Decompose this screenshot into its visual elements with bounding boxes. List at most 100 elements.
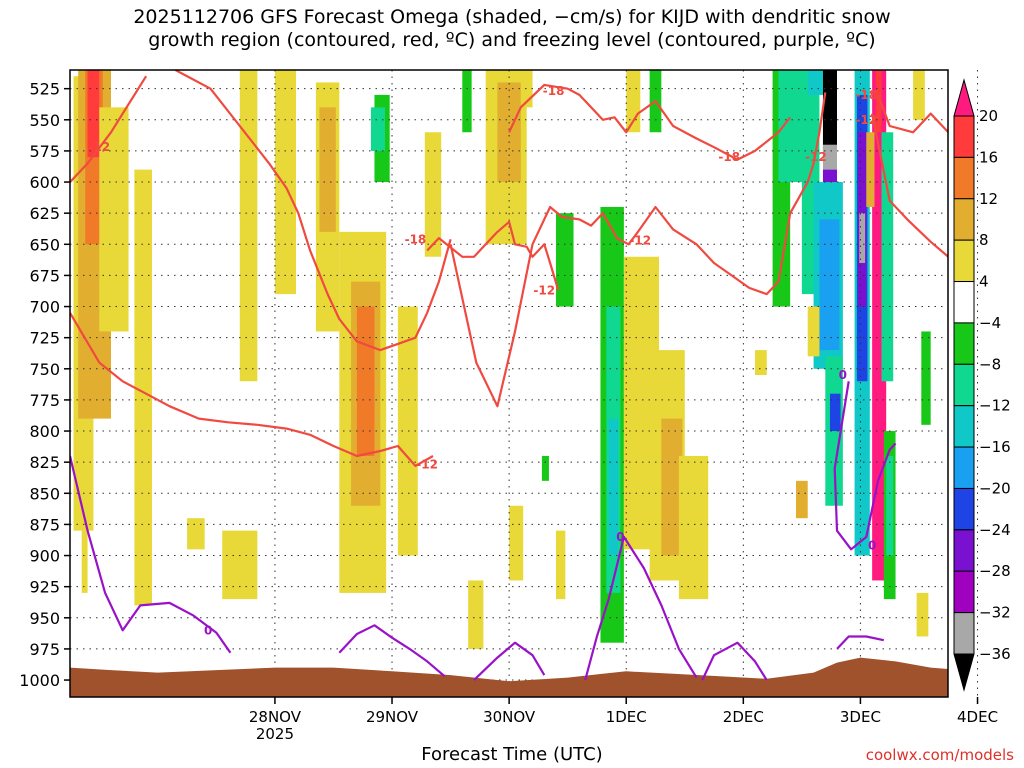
x-tick-label-2DEC: 2DEC bbox=[723, 708, 764, 726]
colorbar-box-8 bbox=[953, 446, 975, 489]
contour-label-7: -12 bbox=[805, 150, 827, 164]
colorbar-label-4: 4 bbox=[979, 273, 989, 291]
freezing-contour-3 bbox=[584, 535, 698, 681]
colorbar-label-8: −16 bbox=[979, 438, 1011, 456]
omega-cell-7 bbox=[187, 518, 205, 550]
contour-label-3: -12 bbox=[533, 283, 555, 297]
freezing-contour-1 bbox=[338, 624, 446, 678]
colorbar-label-6: −8 bbox=[979, 355, 1001, 373]
omega-cell-25 bbox=[555, 213, 574, 307]
x-axis-title: Forecast Time (UTC) bbox=[421, 744, 603, 765]
y-tick-label-825: 825 bbox=[29, 453, 60, 472]
y-tick-label-775: 775 bbox=[29, 391, 60, 410]
dgz-contours bbox=[70, 70, 948, 467]
colorbar-label-0: 20 bbox=[979, 107, 998, 125]
x-tick-label-29NOV: 29NOV bbox=[366, 708, 419, 726]
y-tick-label-975: 975 bbox=[29, 640, 60, 659]
omega-cell-56 bbox=[921, 331, 931, 425]
watermark-text: coolwx.com/models bbox=[865, 746, 1014, 764]
chart-title-line1: 2025112706 GFS Forecast Omega (shaded, −… bbox=[133, 6, 891, 28]
colorbar-label-9: −20 bbox=[979, 479, 1011, 497]
colorbar-label-7: −12 bbox=[979, 397, 1011, 415]
y-tick-label-800: 800 bbox=[29, 422, 60, 441]
colorbar-box-5 bbox=[953, 322, 975, 365]
colorbar-label-3: 8 bbox=[979, 231, 989, 249]
omega-cell-70 bbox=[541, 455, 549, 481]
colorbar-box-12 bbox=[953, 612, 975, 655]
colorbar-box-2 bbox=[953, 198, 975, 241]
y-tick-label-575: 575 bbox=[29, 142, 60, 161]
contour-label-14: 0 bbox=[839, 368, 847, 382]
omega-cell-5 bbox=[81, 530, 88, 593]
x-tick-label-28NOV: 28NOV bbox=[249, 708, 302, 726]
x-tick-label-3DEC: 3DEC bbox=[840, 708, 881, 726]
dgz-contour-1 bbox=[174, 70, 452, 352]
omega-cell-71 bbox=[555, 530, 566, 600]
omega-cell-52 bbox=[866, 132, 875, 207]
contour-label-15: 0 bbox=[868, 539, 876, 553]
chart-title-line2: growth region (contoured, red, ºC) and f… bbox=[148, 29, 876, 51]
contour-label-8: -18 bbox=[855, 88, 877, 102]
omega-cell-22 bbox=[462, 70, 472, 133]
x-tick-label-30NOV: 30NOV bbox=[483, 708, 536, 726]
y-tick-label-600: 600 bbox=[29, 173, 60, 192]
colorbar-label-5: −4 bbox=[979, 314, 1001, 332]
omega-cell-17 bbox=[424, 132, 442, 257]
dgz-contour-4 bbox=[449, 163, 815, 408]
x-tick-sublabel-28NOV: 2025 bbox=[256, 725, 294, 743]
colorbar-label-10: −24 bbox=[979, 521, 1011, 539]
contour-label-9: -12 bbox=[855, 113, 877, 127]
y-tick-label-675: 675 bbox=[29, 266, 60, 285]
contour-label-13: 0 bbox=[616, 530, 624, 544]
freezing-contour-5 bbox=[836, 635, 885, 650]
freezing-contour-2 bbox=[473, 641, 546, 681]
colorbar-label-1: 16 bbox=[979, 148, 998, 166]
y-tick-label-900: 900 bbox=[29, 547, 60, 566]
omega-cell-49 bbox=[859, 213, 866, 263]
omega-cell-4 bbox=[99, 107, 129, 332]
omega-cell-15 bbox=[356, 306, 375, 456]
omega-cell-8 bbox=[239, 70, 258, 382]
colorbar-label-13: −36 bbox=[979, 645, 1011, 663]
omega-cell-63 bbox=[755, 350, 767, 376]
dgz-contour-7 bbox=[871, 113, 948, 258]
contour-label-0: -12 bbox=[88, 140, 110, 154]
omega-cell-64 bbox=[807, 306, 820, 357]
omega-cell-28 bbox=[608, 418, 619, 556]
colorbar-label-11: −28 bbox=[979, 562, 1011, 580]
y-tick-label-850: 850 bbox=[29, 484, 60, 503]
x-tick-label-1DEC: 1DEC bbox=[606, 708, 647, 726]
dgz-contour-3 bbox=[426, 220, 560, 291]
dgz-contour-8 bbox=[876, 94, 948, 134]
y-axis-ticks: 525 550 575 600 625 650 675 700 725 750 775 800 825 8… bbox=[19, 80, 70, 690]
x-tick-label-4DEC: 4DEC bbox=[957, 708, 998, 726]
dgz-contour-2 bbox=[70, 312, 434, 467]
y-tick-label-925: 925 bbox=[29, 578, 60, 597]
colorbar-box-10 bbox=[953, 529, 975, 572]
omega-cell-53 bbox=[881, 132, 894, 382]
y-tick-label-875: 875 bbox=[29, 515, 60, 534]
freezing-contour-6 bbox=[833, 381, 897, 551]
dgz-contour-5 bbox=[508, 83, 792, 161]
colorbar-bottom-arrow bbox=[953, 653, 975, 692]
contour-label-4: -18 bbox=[543, 84, 565, 98]
omega-shading bbox=[73, 70, 931, 649]
chart-title: 2025112706 GFS Forecast Omega (shaded, −… bbox=[0, 6, 1024, 52]
colorbar-box-6 bbox=[953, 363, 975, 407]
omega-cell-19 bbox=[370, 107, 385, 151]
omega-cell-9 bbox=[222, 530, 258, 600]
colorbar-box-11 bbox=[953, 570, 975, 614]
omega-cell-6 bbox=[134, 169, 152, 606]
dgz-contour-0 bbox=[70, 75, 148, 183]
colorbar-box-1 bbox=[953, 156, 975, 200]
omega-cell-59 bbox=[913, 70, 925, 120]
omega-cell-32 bbox=[678, 455, 709, 600]
omega-cell-39 bbox=[822, 144, 838, 170]
y-tick-label-725: 725 bbox=[29, 329, 60, 348]
y-tick-label-950: 950 bbox=[29, 609, 60, 628]
colorbar-box-7 bbox=[953, 405, 975, 448]
omega-cell-31 bbox=[661, 418, 683, 556]
y-tick-label-1000: 1000 bbox=[19, 671, 60, 690]
